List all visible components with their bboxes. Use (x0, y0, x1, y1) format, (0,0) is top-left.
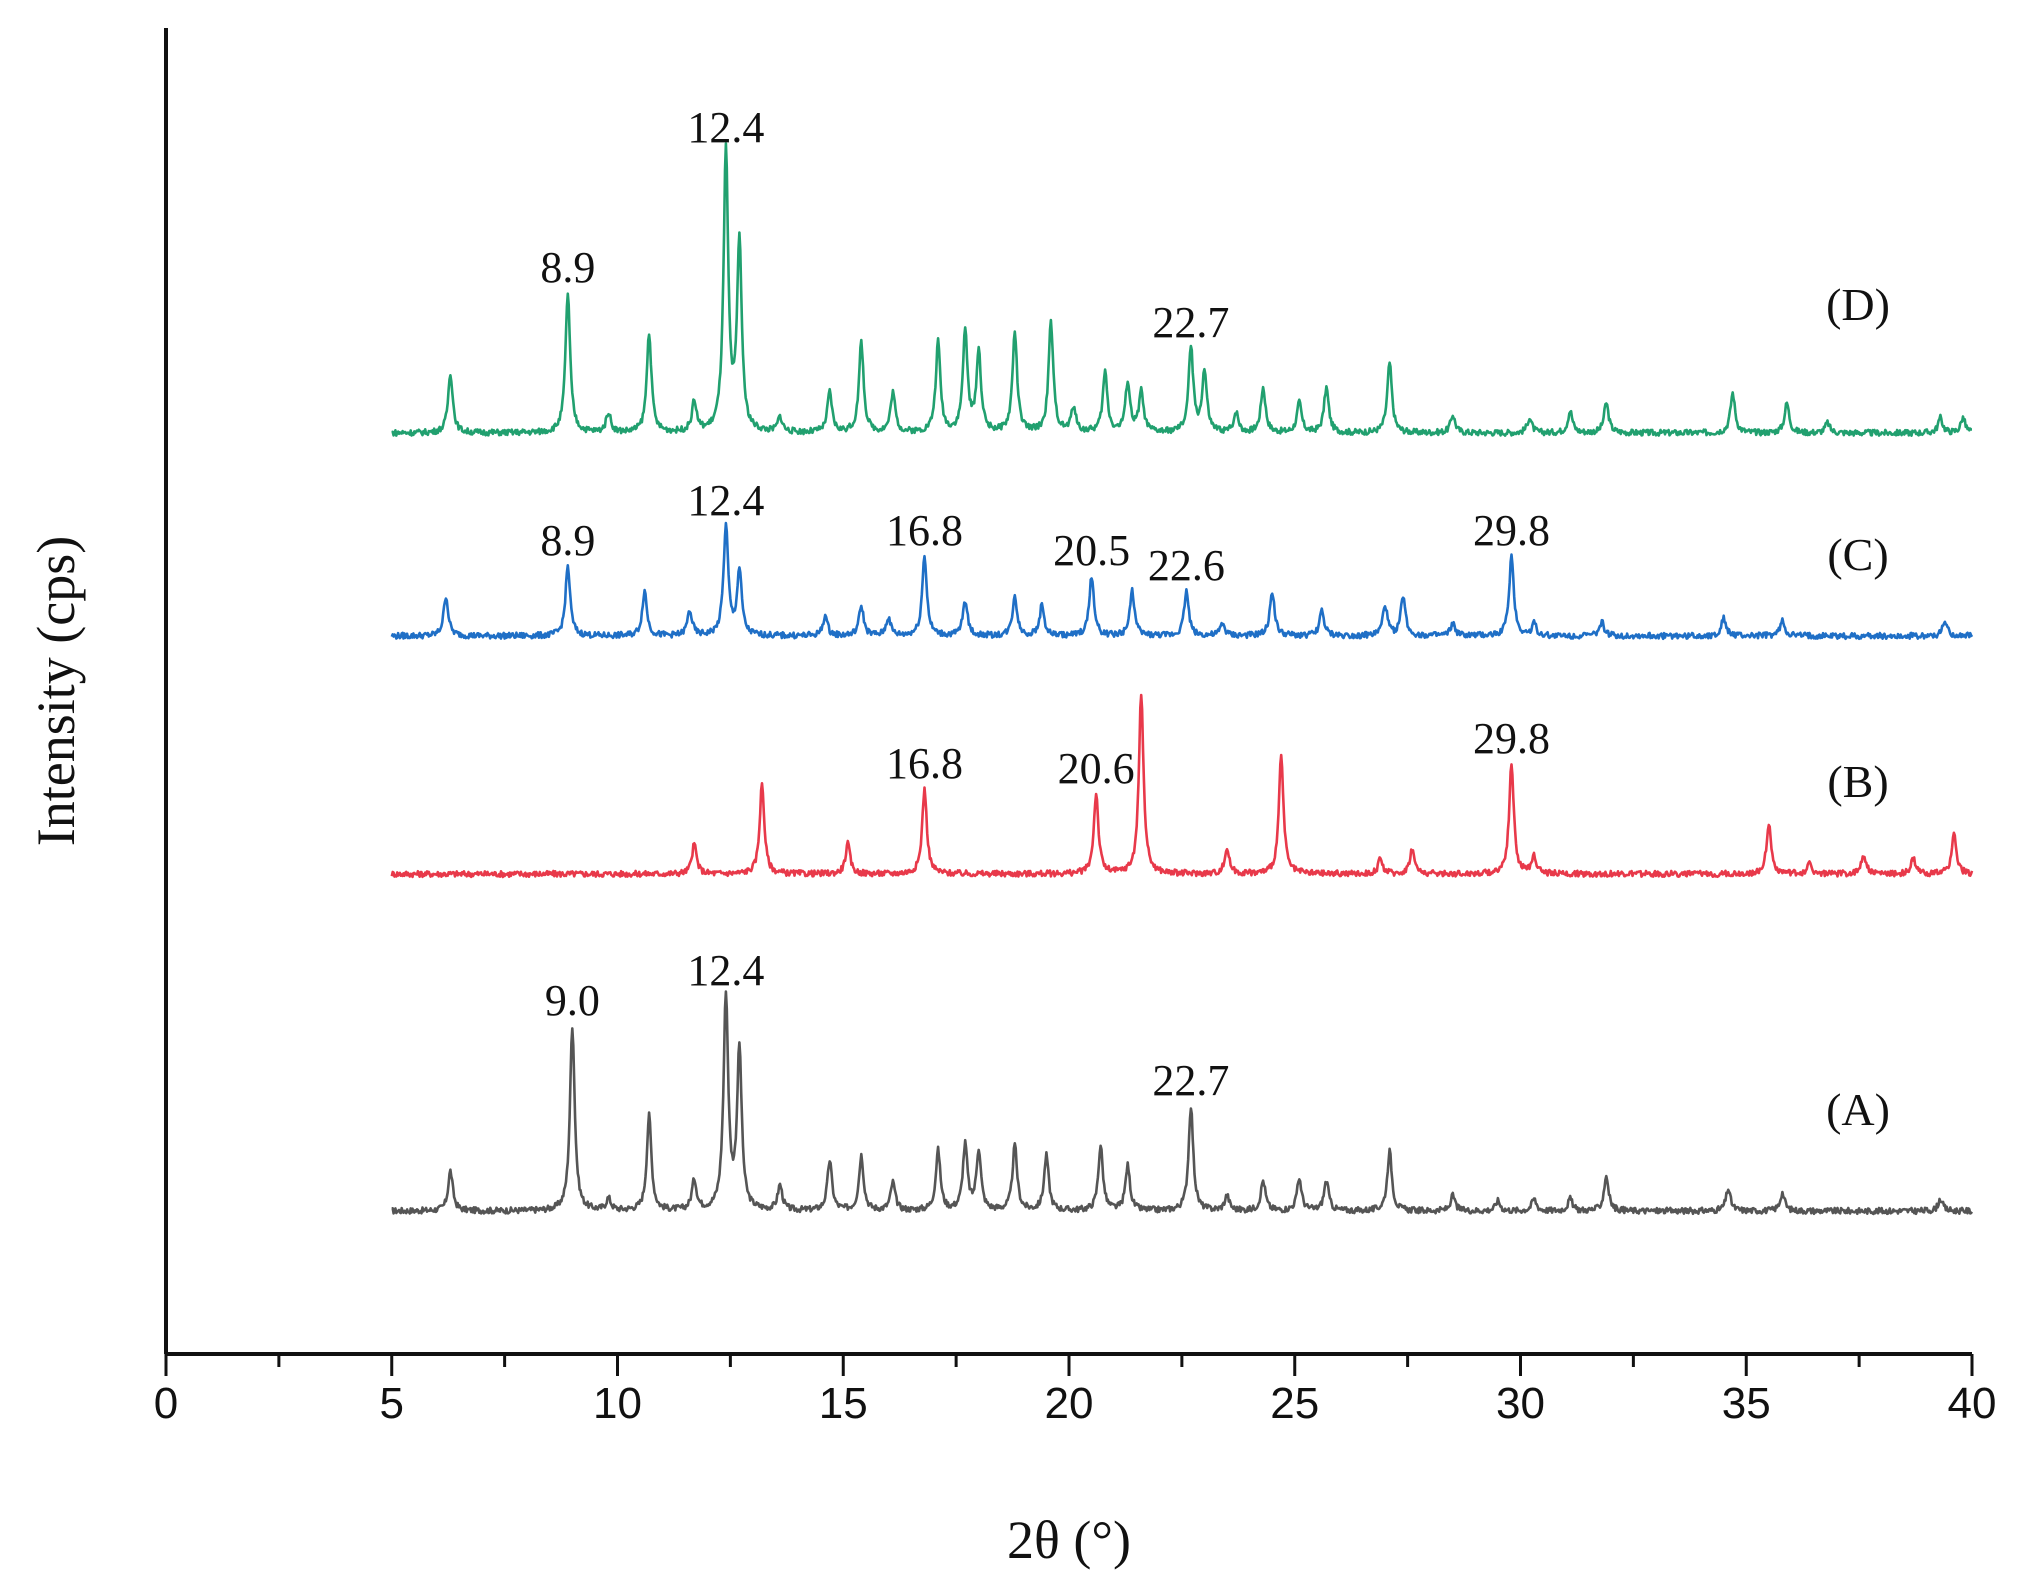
peak-label: 20.5 (1053, 526, 1130, 575)
series-line (391, 142, 1973, 437)
series-line (391, 990, 1974, 1216)
series-line (390, 521, 1974, 641)
x-tick-label: 10 (593, 1379, 642, 1428)
series-label: (D) (1826, 279, 1890, 330)
peak-label: 20.6 (1058, 744, 1135, 793)
peak-label: 22.7 (1152, 298, 1229, 347)
x-tick-label: 20 (1045, 1379, 1094, 1428)
axes: 0 5 10 15 20 25 30 35 40 (154, 28, 1997, 1428)
series-d: 8.9 12.4 22.7 (D) (391, 103, 1973, 437)
x-tick-label: 30 (1496, 1379, 1545, 1428)
series-layer: 9.0 12.4 22.7 (A) 16.8 20.6 29.8 (B) 8.9 12.4 16.8… (390, 103, 1974, 1216)
series-a: 9.0 12.4 22.7 (A) (391, 946, 1974, 1216)
x-tick-label: 15 (819, 1379, 868, 1428)
peak-label: 12.4 (687, 946, 764, 995)
peak-label: 9.0 (545, 976, 600, 1025)
peak-label: 22.6 (1148, 541, 1225, 590)
series-label: (C) (1827, 529, 1888, 580)
peak-label: 29.8 (1473, 506, 1550, 555)
x-tick-label: 35 (1722, 1379, 1771, 1428)
series-label: (B) (1827, 756, 1888, 807)
peak-label: 8.9 (540, 516, 595, 565)
y-axis-title: Intensity (cps) (26, 536, 86, 846)
x-tick-label: 25 (1270, 1379, 1319, 1428)
x-ticks: 0 5 10 15 20 25 30 35 40 (154, 1354, 1997, 1428)
series-c: 8.9 12.4 16.8 20.5 22.6 29.8 (C) (390, 476, 1974, 641)
peak-label: 12.4 (687, 103, 764, 152)
peak-label: 16.8 (886, 506, 963, 555)
x-tick-label: 40 (1948, 1379, 1997, 1428)
series-line (390, 693, 1974, 879)
peak-label: 22.7 (1152, 1056, 1229, 1105)
peak-label: 8.9 (540, 243, 595, 292)
x-tick-label: 0 (154, 1379, 178, 1428)
x-axis-title: 2θ (°) (1007, 1510, 1131, 1570)
peak-label: 12.4 (687, 476, 764, 525)
peak-label: 29.8 (1473, 714, 1550, 763)
peak-label: 16.8 (886, 739, 963, 788)
series-label: (A) (1826, 1084, 1890, 1135)
x-tick-label: 5 (380, 1379, 404, 1428)
series-b: 16.8 20.6 29.8 (B) (390, 693, 1974, 879)
